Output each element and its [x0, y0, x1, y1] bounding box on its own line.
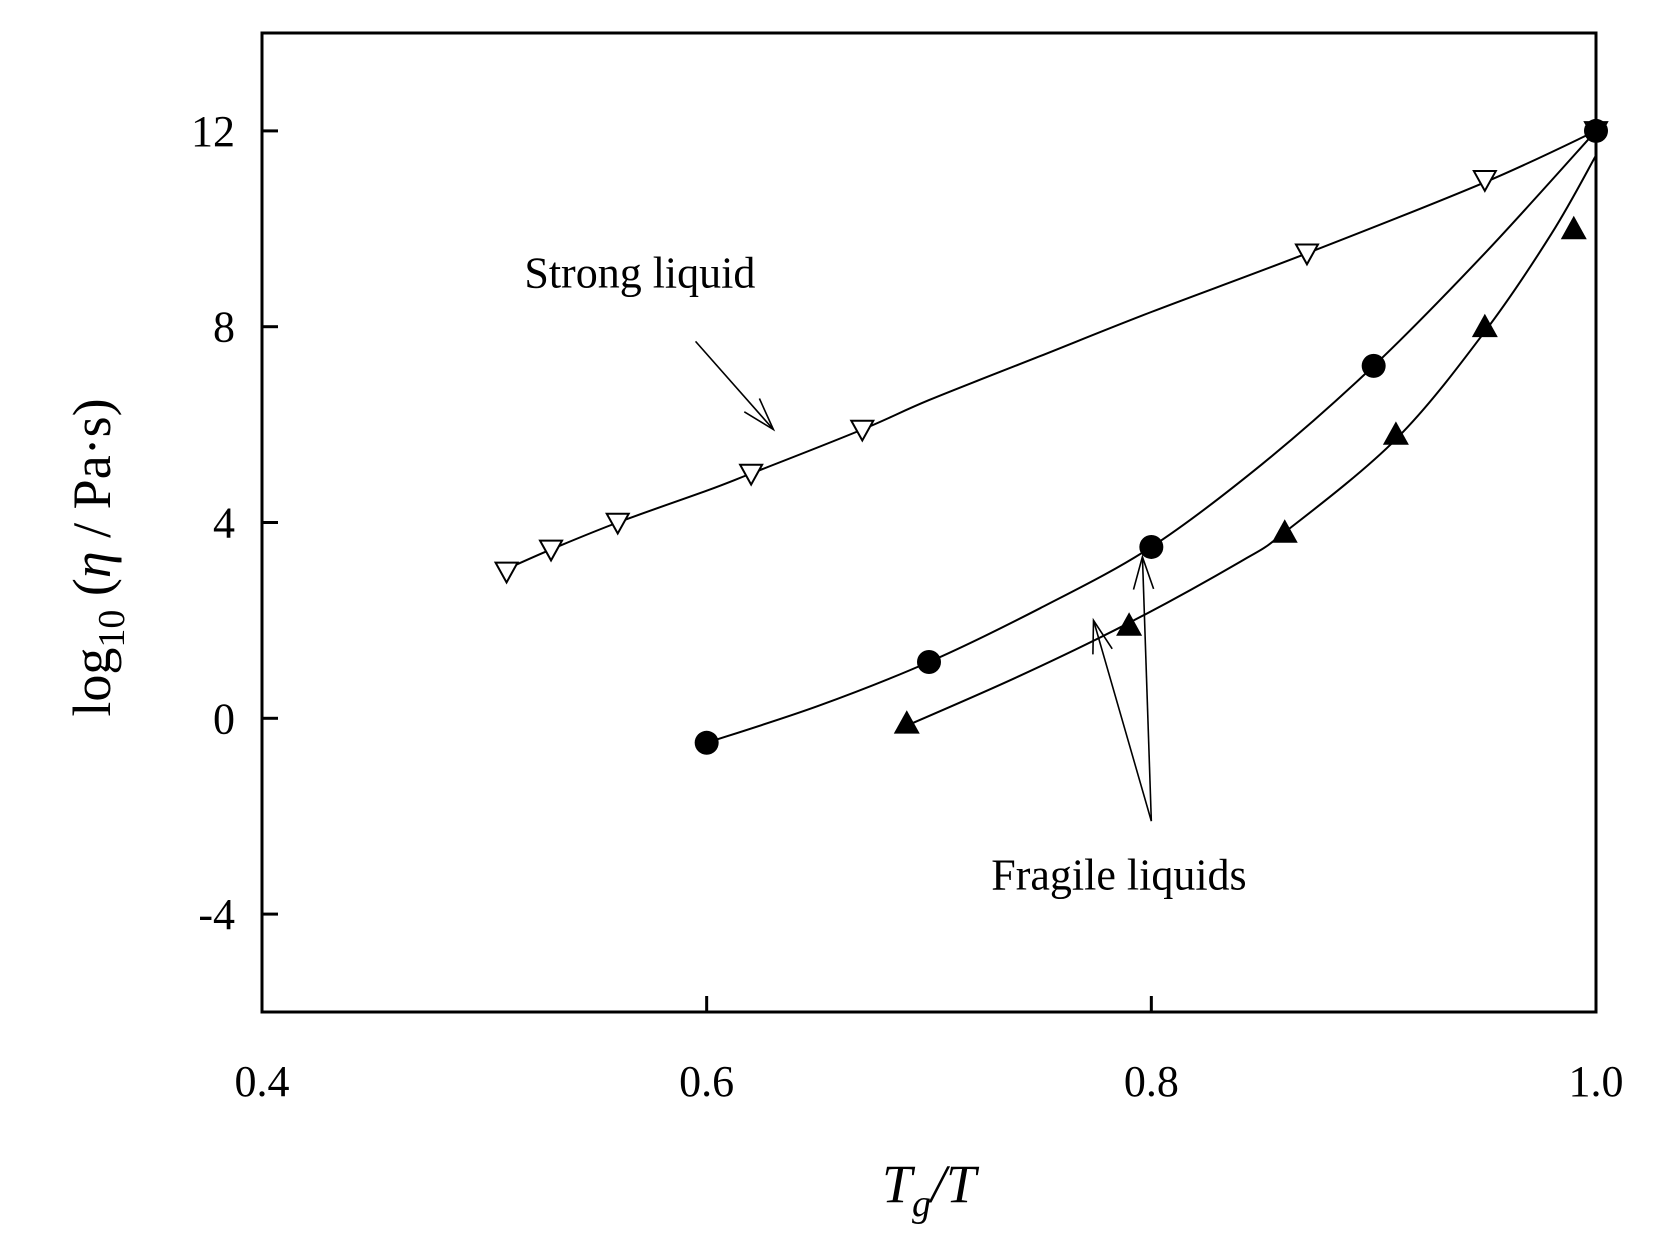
annotation-arrow-head [1132, 554, 1155, 590]
y-axis-label-open: ( [62, 578, 122, 609]
annotation-arrow-head [1092, 617, 1113, 655]
y-tick-label: 0 [213, 694, 235, 743]
plot-frame [260, 31, 1598, 1014]
series-1-point [1472, 170, 1498, 193]
plot-area: 0.4 0.6 0.8 1.0 -4 0 4 8 12 Strong liquid Fragil… [191, 31, 1624, 1106]
x-axis-label-main: T [882, 1154, 916, 1214]
series-2-point [917, 650, 941, 675]
annotation-arrow-shaft [694, 340, 774, 431]
y-axis-label-eta: η [62, 551, 122, 578]
annotation-arrow-shaft [1092, 620, 1153, 822]
x-tick-label: 0.8 [1124, 1057, 1179, 1106]
annotation-label: Strong liquid [524, 249, 755, 298]
series-1-curve [506, 129, 1597, 570]
series-2-point [1584, 118, 1608, 143]
y-axis-label-tail: / Pa·s) [62, 398, 122, 551]
y-axis-label-log: log [62, 648, 122, 717]
data-markers [493, 118, 1609, 755]
y-tick-label: -4 [198, 890, 235, 939]
y-axis-label-sub: 10 [91, 610, 133, 648]
series-3-point [1116, 612, 1143, 636]
series-3-point [1382, 421, 1409, 445]
y-tick-label: 12 [191, 107, 235, 156]
series-1-point [493, 561, 520, 585]
series-2-point [1139, 534, 1164, 559]
x-tick-label: 0.6 [679, 1057, 734, 1106]
series-3-point [1560, 215, 1587, 240]
y-axis-ticks: -4 0 4 8 12 [191, 107, 278, 939]
series-2-point [694, 730, 719, 755]
x-tick-label: 0.4 [235, 1057, 290, 1106]
annotation-arrow-shaft [1141, 556, 1153, 822]
annotation-label: Fragile liquids [991, 851, 1246, 900]
y-tick-label: 8 [213, 303, 235, 352]
series-3-curve [906, 154, 1597, 727]
x-axis-label: Tg/T [882, 1154, 980, 1225]
x-axis-label-sub: g [912, 1183, 931, 1225]
series-2-curve [706, 130, 1597, 744]
annotations: Strong liquid Fragile liquids [524, 249, 1246, 900]
series-1-point [538, 539, 564, 563]
series-1-point [849, 419, 875, 443]
series-3-point [1471, 313, 1498, 338]
series-2-point [1361, 353, 1386, 378]
x-tick-label: 1.0 [1569, 1057, 1624, 1106]
x-axis-ticks: 0.4 0.6 0.8 1.0 [235, 996, 1624, 1106]
annotation-arrow-head [743, 398, 776, 432]
series-3-point [893, 710, 920, 734]
series-1-point [738, 463, 764, 487]
series-3-point [1271, 519, 1298, 543]
y-axis-label: log10 (η / Pa·s) [62, 398, 133, 716]
x-axis-label-tail: /T [928, 1154, 980, 1214]
series-1-point [605, 512, 631, 536]
series-1-point [1294, 243, 1320, 267]
fit-curves [506, 129, 1597, 744]
y-tick-label: 4 [213, 499, 235, 548]
